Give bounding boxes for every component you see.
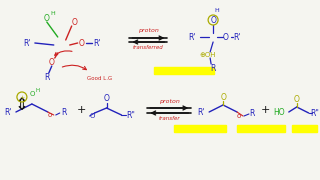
Bar — [292, 125, 317, 132]
Text: proton: proton — [138, 28, 159, 33]
Text: R': R' — [188, 33, 196, 42]
Text: proton: proton — [159, 98, 180, 104]
Text: O: O — [49, 57, 55, 66]
Text: O: O — [294, 94, 300, 103]
Text: O: O — [29, 91, 35, 97]
Text: R": R" — [310, 109, 319, 118]
Text: R: R — [61, 107, 67, 116]
Text: +: + — [19, 94, 25, 100]
Bar — [154, 67, 214, 74]
Text: R': R' — [4, 107, 12, 116]
Text: O: O — [90, 113, 95, 119]
Text: O: O — [72, 17, 78, 26]
Text: R': R' — [93, 39, 100, 48]
Text: H: H — [51, 10, 55, 15]
Text: R": R" — [126, 111, 135, 120]
Text: O: O — [223, 33, 229, 42]
Text: O: O — [79, 39, 84, 48]
Bar — [237, 125, 285, 132]
Text: ⇕: ⇕ — [15, 96, 29, 114]
Text: R: R — [44, 73, 50, 82]
Text: ⊕OH: ⊕OH — [199, 52, 215, 58]
Bar — [174, 125, 226, 132]
Text: o: o — [48, 112, 52, 118]
Text: o: o — [237, 113, 241, 119]
Text: R': R' — [197, 107, 205, 116]
Text: HO: HO — [273, 107, 285, 116]
Text: H: H — [36, 87, 40, 93]
Text: transfer: transfer — [158, 116, 180, 120]
Text: transferred: transferred — [133, 44, 164, 50]
Text: O: O — [104, 93, 109, 102]
Text: R': R' — [23, 39, 31, 48]
Text: O: O — [210, 15, 216, 24]
Text: +: + — [261, 105, 271, 115]
Text: H: H — [215, 8, 220, 12]
Text: +: + — [77, 105, 86, 115]
Text: R': R' — [233, 33, 241, 42]
Text: Good L.G: Good L.G — [87, 75, 112, 80]
Text: R: R — [249, 109, 255, 118]
Text: R: R — [211, 64, 216, 73]
Text: O: O — [220, 93, 226, 102]
Text: O: O — [44, 14, 50, 22]
